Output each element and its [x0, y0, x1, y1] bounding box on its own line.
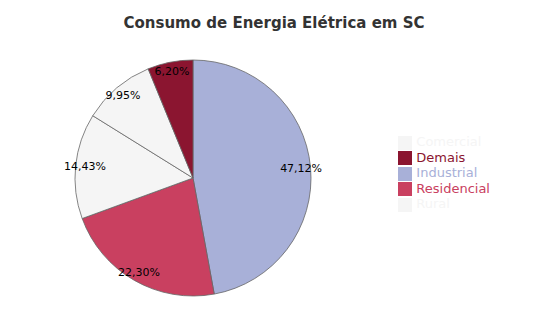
html-text:Comercial: Comercial: [416, 134, 482, 150]
html-text:Industrial: Industrial: [416, 165, 478, 181]
html-text:Demais: Demais: [416, 149, 466, 165]
svg-text:6,20%: 6,20%: [155, 65, 190, 78]
svg-text:22,30%: 22,30%: [118, 266, 160, 279]
html-text:Consumo de Energia Elétrica em: Consumo de Energia Elétrica em SC: [123, 14, 425, 32]
html-text:Rural: Rural: [416, 196, 450, 212]
svg-text:47,12%: 47,12%: [280, 162, 322, 175]
html-text:Residencial: Residencial: [416, 180, 490, 196]
svg-text:9,95%: 9,95%: [105, 89, 140, 102]
svg-text:14,43%: 14,43%: [64, 160, 106, 173]
